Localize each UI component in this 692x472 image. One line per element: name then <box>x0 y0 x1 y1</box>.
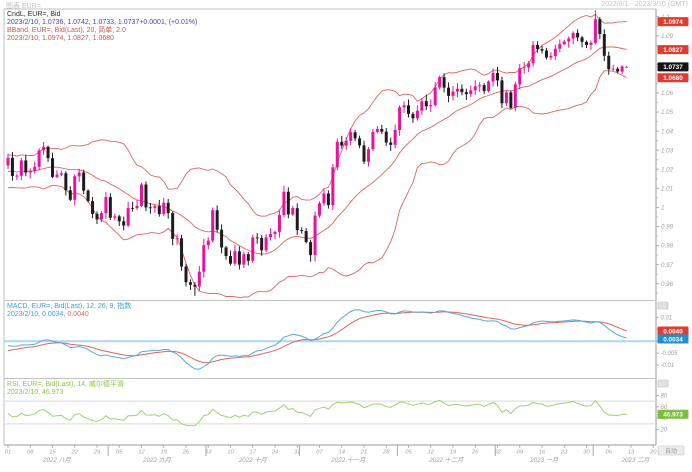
rsi-value-badge <box>657 409 689 419</box>
x-axis-day-label: 06 <box>606 450 613 456</box>
svg-text:80: 80 <box>661 393 668 399</box>
x-axis-day-label: 16 <box>539 450 546 456</box>
price-axis-label: 1.03 <box>661 147 674 154</box>
macd-signal-badge <box>657 326 689 336</box>
x-axis-month-label: 2022 九月 <box>142 456 172 464</box>
x-axis-month-label: 2022 十二月 <box>428 456 464 464</box>
candles-group <box>6 10 629 296</box>
x-axis-day-label: 12 <box>138 450 145 456</box>
price-badge-1.0974 <box>657 17 689 27</box>
x-axis-day-label: 30 <box>583 450 590 456</box>
price-axis-label: 1.06 <box>661 90 674 97</box>
svg-text:自动: 自动 <box>665 447 677 455</box>
bollinger-upper-line <box>8 13 627 217</box>
svg-text:-0.01: -0.01 <box>661 363 675 369</box>
x-axis-month-label: 2022 十一月 <box>330 456 366 464</box>
x-axis-day-label: 13 <box>628 450 635 456</box>
x-axis-day-label: 08 <box>27 450 34 456</box>
price-axis-label: 1.02 <box>661 166 674 173</box>
x-axis-day-label: 12 <box>428 450 435 456</box>
x-axis-month-label: 2023 二月 <box>621 457 651 464</box>
x-axis-day-label: 21 <box>360 450 367 456</box>
axis-auto-scale-button[interactable] <box>657 445 685 456</box>
x-axis-day-label: 31 <box>294 450 300 456</box>
macd-signal-line <box>7 311 627 364</box>
svg-text:20: 20 <box>660 428 668 434</box>
x-axis-month-label: 2022 十月 <box>238 456 268 464</box>
price-axis-label: 0.99 <box>661 224 674 231</box>
x-axis-day-label: 19 <box>450 450 457 456</box>
svg-text:46.973: 46.973 <box>663 412 683 419</box>
svg-text:1.0827: 1.0827 <box>663 47 683 54</box>
svg-text:60: 60 <box>661 405 668 411</box>
price-axis-label: 1.04 <box>661 128 674 135</box>
x-axis-day-label: 09 <box>517 450 524 456</box>
rsi-line <box>7 399 627 427</box>
x-axis-day-label: 17 <box>250 450 257 456</box>
svg-text:0.0034: 0.0034 <box>663 336 683 343</box>
svg-text:0.01: 0.01 <box>661 315 673 321</box>
x-axis-day-label: 23 <box>560 450 568 456</box>
x-axis-day-label: 01 <box>5 450 11 456</box>
x-axis-day-label: 22 <box>71 450 79 456</box>
panel-handle[interactable] <box>657 301 669 310</box>
panel-handle[interactable] <box>657 379 669 388</box>
x-axis-day-label: 10 <box>227 450 234 456</box>
price-axis-label: 0.96 <box>661 281 674 288</box>
x-axis-day-label: 15 <box>49 450 56 456</box>
x-axis-day-label: 07 <box>316 450 323 456</box>
x-axis-month-label: 2023 一月 <box>529 457 559 464</box>
price-badge-1.0680 <box>657 73 689 83</box>
x-axis-day-label: 24 <box>271 450 278 456</box>
x-axis-day-label: 20 <box>649 450 657 456</box>
x-axis-day-label: 19 <box>161 450 168 456</box>
price-axis-label: 1.09 <box>661 33 674 40</box>
svg-text:1.0680: 1.0680 <box>663 75 683 82</box>
svg-text:1.0974: 1.0974 <box>663 19 683 26</box>
macd-line <box>7 309 627 370</box>
x-axis-day-label: 03 <box>205 450 212 456</box>
svg-text:40: 40 <box>661 416 668 422</box>
x-axis-day-label: 26 <box>471 450 479 456</box>
bollinger-middle-line <box>7 46 627 255</box>
x-axis-day-label: 05 <box>405 450 412 456</box>
svg-text:0.0040: 0.0040 <box>663 328 683 335</box>
svg-text:1.0737: 1.0737 <box>663 64 683 71</box>
bollinger-lower-line <box>7 70 627 299</box>
price-axis-label: 1 <box>661 205 664 212</box>
price-badge-1.0737 <box>657 62 689 72</box>
x-axis-day-label: 26 <box>182 450 190 456</box>
x-axis-day-label: 29 <box>93 450 101 456</box>
x-axis-month-label: 2022 八月 <box>42 457 72 464</box>
price-axis-label: 0.98 <box>661 243 674 250</box>
price-axis-label: 0.97 <box>661 262 674 269</box>
svg-text:-0.005: -0.005 <box>661 351 679 357</box>
x-axis-day-label: 05 <box>116 450 123 456</box>
price-axis-label: 1.01 <box>661 186 673 193</box>
x-axis-day-label: 14 <box>339 450 345 456</box>
x-axis-day-label: 28 <box>382 450 390 456</box>
x-axis-day-label: 02 <box>494 450 501 456</box>
price-badge-1.0827 <box>657 45 689 55</box>
macd-value-badge <box>657 334 689 344</box>
price-axis-label: 1.05 <box>661 109 674 116</box>
